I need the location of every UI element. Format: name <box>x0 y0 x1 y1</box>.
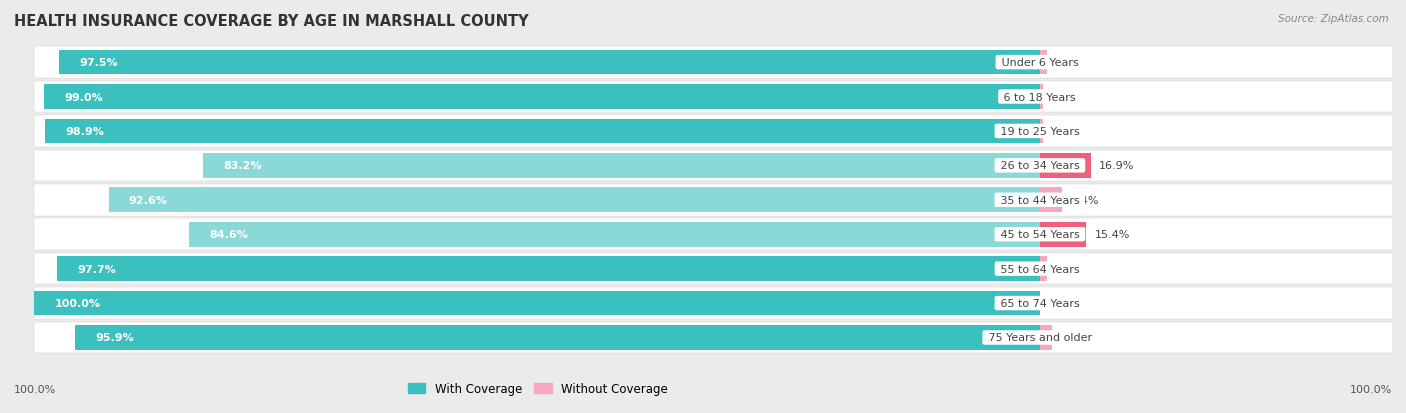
Bar <box>1040 188 1063 213</box>
Bar <box>1040 222 1087 247</box>
Text: 97.5%: 97.5% <box>79 58 118 68</box>
Text: 65 to 74 Years: 65 to 74 Years <box>997 298 1083 309</box>
Text: 15.4%: 15.4% <box>1094 230 1130 240</box>
Bar <box>76 325 1040 350</box>
Bar <box>34 47 1406 79</box>
Bar <box>34 287 1406 319</box>
Text: 98.9%: 98.9% <box>65 127 104 137</box>
Bar <box>1040 119 1043 144</box>
Text: 2.3%: 2.3% <box>1054 264 1083 274</box>
Text: 75 Years and older: 75 Years and older <box>984 333 1095 343</box>
Bar <box>34 322 1406 354</box>
Bar <box>1040 154 1091 178</box>
Bar <box>34 219 1406 250</box>
Bar <box>59 50 1040 75</box>
Bar <box>1040 85 1043 109</box>
Text: 19 to 25 Years: 19 to 25 Years <box>997 127 1083 137</box>
Bar <box>202 154 1040 178</box>
Text: 95.9%: 95.9% <box>96 333 135 343</box>
Bar <box>1040 325 1052 350</box>
Bar <box>58 256 1040 281</box>
Bar <box>34 81 1406 113</box>
Bar <box>34 185 1406 216</box>
Text: 99.0%: 99.0% <box>65 92 103 102</box>
Bar <box>1040 50 1047 75</box>
Bar <box>45 119 1040 144</box>
Bar <box>1040 256 1047 281</box>
Text: 4.1%: 4.1% <box>1060 333 1088 343</box>
Text: 100.0%: 100.0% <box>55 298 100 309</box>
Text: Source: ZipAtlas.com: Source: ZipAtlas.com <box>1278 14 1389 24</box>
Text: 100.0%: 100.0% <box>1350 385 1392 394</box>
Text: 92.6%: 92.6% <box>129 195 167 205</box>
Bar <box>44 85 1040 109</box>
Text: 97.7%: 97.7% <box>77 264 117 274</box>
Legend: With Coverage, Without Coverage: With Coverage, Without Coverage <box>402 377 672 400</box>
Text: 0.0%: 0.0% <box>1047 298 1076 309</box>
Text: 2.5%: 2.5% <box>1056 58 1084 68</box>
Text: 7.4%: 7.4% <box>1070 195 1099 205</box>
Text: 55 to 64 Years: 55 to 64 Years <box>997 264 1083 274</box>
Text: 45 to 54 Years: 45 to 54 Years <box>997 230 1083 240</box>
Bar <box>34 291 1040 316</box>
Text: 1.1%: 1.1% <box>1052 127 1080 137</box>
Text: Under 6 Years: Under 6 Years <box>998 58 1083 68</box>
Text: 100.0%: 100.0% <box>14 385 56 394</box>
Text: 26 to 34 Years: 26 to 34 Years <box>997 161 1083 171</box>
Text: 6 to 18 Years: 6 to 18 Years <box>1000 92 1080 102</box>
Bar <box>34 253 1406 285</box>
Text: 1.1%: 1.1% <box>1052 92 1080 102</box>
Text: 35 to 44 Years: 35 to 44 Years <box>997 195 1083 205</box>
Text: HEALTH INSURANCE COVERAGE BY AGE IN MARSHALL COUNTY: HEALTH INSURANCE COVERAGE BY AGE IN MARS… <box>14 14 529 29</box>
Bar <box>108 188 1040 213</box>
Text: 83.2%: 83.2% <box>224 161 262 171</box>
Bar <box>34 150 1406 182</box>
Text: 16.9%: 16.9% <box>1099 161 1135 171</box>
Bar <box>188 222 1040 247</box>
Bar <box>34 116 1406 147</box>
Text: 84.6%: 84.6% <box>209 230 247 240</box>
